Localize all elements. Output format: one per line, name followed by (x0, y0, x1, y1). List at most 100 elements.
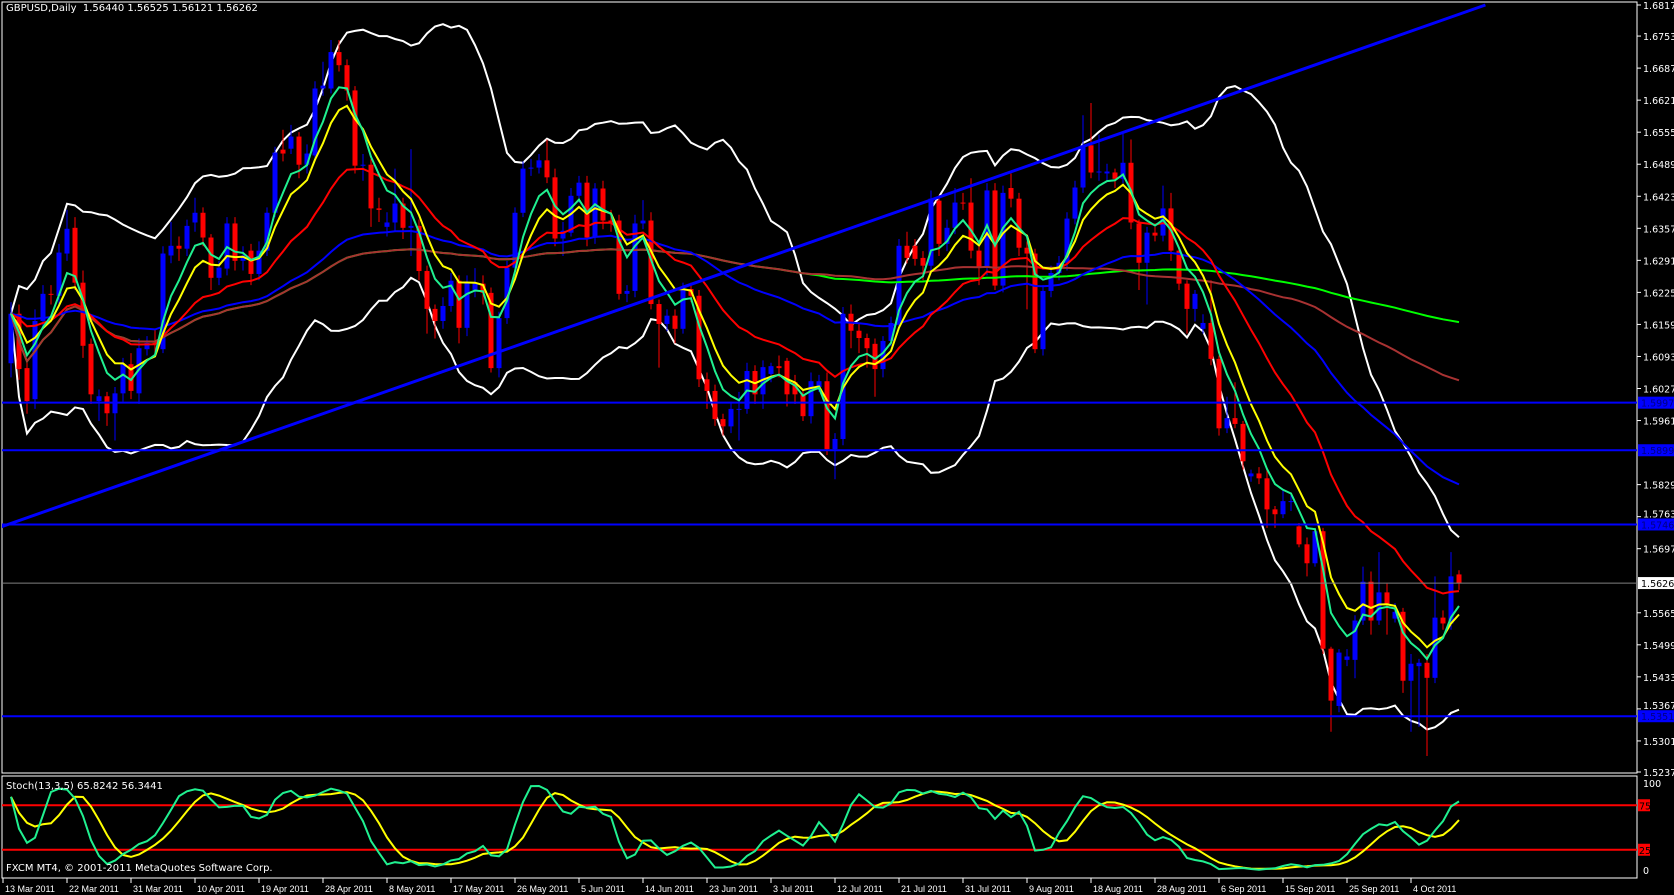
candle[interactable] (1200, 314, 1206, 334)
candle[interactable] (352, 86, 358, 174)
candle[interactable] (592, 183, 598, 244)
candle[interactable] (672, 309, 678, 344)
candle[interactable] (1064, 212, 1070, 271)
candle[interactable] (1072, 180, 1078, 225)
candle[interactable] (960, 192, 966, 210)
candle[interactable] (1136, 219, 1142, 290)
candle[interactable] (192, 197, 198, 232)
candle[interactable] (24, 360, 30, 414)
candle[interactable] (792, 374, 798, 405)
candle[interactable] (1184, 280, 1190, 334)
candle[interactable] (344, 59, 350, 101)
candle[interactable] (168, 221, 174, 264)
candle[interactable] (1160, 185, 1166, 242)
candle[interactable] (528, 158, 534, 176)
trendline[interactable] (0, 3, 1486, 529)
candle[interactable] (336, 39, 342, 72)
candle[interactable] (680, 282, 686, 334)
candle[interactable] (184, 219, 190, 256)
candle[interactable] (1104, 163, 1110, 181)
candle[interactable] (176, 236, 182, 261)
candle[interactable] (1352, 615, 1358, 679)
candle[interactable] (1304, 537, 1310, 577)
candle[interactable] (856, 323, 862, 354)
candle[interactable] (520, 161, 526, 218)
candle[interactable] (936, 195, 942, 256)
candle[interactable] (1288, 493, 1294, 511)
candle[interactable] (1264, 469, 1270, 528)
candle[interactable] (512, 207, 518, 276)
candle[interactable] (1040, 285, 1046, 356)
candle[interactable] (728, 401, 734, 434)
candle[interactable] (432, 304, 438, 339)
candle[interactable] (984, 183, 990, 276)
candle[interactable] (40, 285, 46, 329)
candle[interactable] (824, 372, 830, 456)
candle[interactable] (1152, 226, 1158, 242)
candle[interactable] (720, 413, 726, 436)
candle[interactable] (968, 178, 974, 259)
candle[interactable] (904, 231, 910, 264)
candle[interactable] (104, 391, 110, 426)
candle[interactable] (144, 336, 150, 356)
candle[interactable] (656, 299, 662, 368)
candle[interactable] (288, 124, 294, 155)
candle[interactable] (120, 357, 126, 402)
candle[interactable] (424, 265, 430, 334)
candle[interactable] (1344, 649, 1350, 667)
candle[interactable] (1424, 654, 1430, 756)
candle[interactable] (304, 144, 310, 174)
candle[interactable] (200, 207, 206, 247)
candle[interactable] (992, 183, 998, 290)
candle[interactable] (1408, 654, 1414, 732)
candle[interactable] (328, 39, 334, 94)
candle[interactable] (1240, 421, 1246, 470)
candle[interactable] (456, 275, 462, 344)
candle[interactable] (1440, 610, 1446, 630)
candle[interactable] (448, 272, 454, 312)
candle[interactable] (872, 338, 878, 397)
candle[interactable] (880, 336, 886, 378)
candle[interactable] (408, 149, 414, 256)
candle[interactable] (464, 275, 470, 337)
candle[interactable] (1376, 552, 1382, 625)
candle[interactable] (1384, 583, 1390, 635)
candle[interactable] (640, 200, 646, 230)
candle[interactable] (48, 285, 54, 305)
candle[interactable] (952, 188, 958, 235)
candle[interactable] (696, 289, 702, 388)
candle[interactable] (392, 168, 398, 232)
candle[interactable] (1088, 103, 1094, 179)
candle[interactable] (712, 384, 718, 426)
candle[interactable] (1296, 522, 1302, 548)
candle[interactable] (272, 146, 278, 218)
candle[interactable] (208, 234, 214, 290)
candle[interactable] (88, 338, 94, 405)
candle[interactable] (1368, 571, 1374, 635)
candle[interactable] (376, 197, 382, 222)
candle[interactable] (944, 219, 950, 252)
candle[interactable] (912, 238, 918, 266)
candle[interactable] (1080, 115, 1086, 193)
candle[interactable] (1456, 570, 1462, 590)
candle[interactable] (1320, 527, 1326, 655)
candle[interactable] (1112, 168, 1118, 189)
candle[interactable] (560, 221, 566, 256)
candle[interactable] (1336, 649, 1342, 713)
candle[interactable] (504, 260, 510, 324)
candle[interactable] (112, 387, 118, 441)
candle[interactable] (240, 246, 246, 271)
candle[interactable] (64, 209, 70, 261)
candle[interactable] (576, 175, 582, 203)
candle[interactable] (1192, 289, 1198, 322)
candle[interactable] (752, 365, 758, 405)
candle[interactable] (832, 433, 838, 480)
candle[interactable] (1248, 469, 1254, 482)
candle[interactable] (368, 158, 374, 227)
candle[interactable] (1256, 467, 1262, 485)
candle[interactable] (440, 297, 446, 329)
candle[interactable] (280, 129, 286, 162)
candle[interactable] (1048, 265, 1054, 298)
candle[interactable] (632, 214, 638, 298)
